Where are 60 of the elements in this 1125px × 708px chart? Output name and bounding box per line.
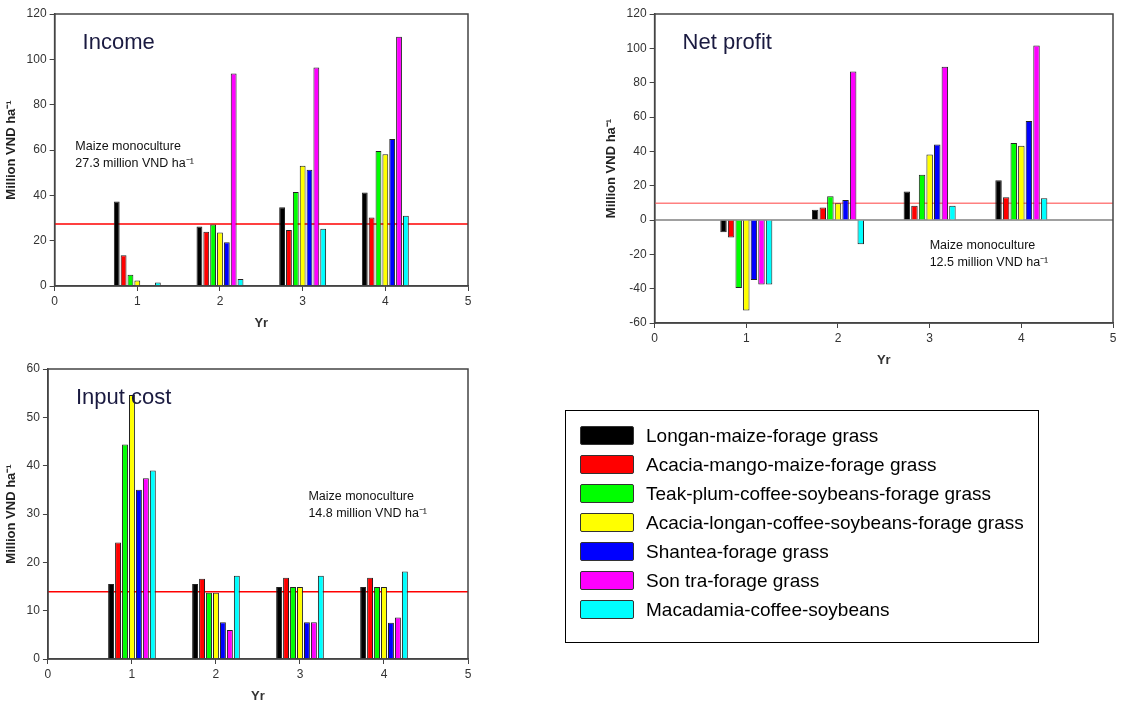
y-tick-label: 40 [633, 143, 647, 158]
y-tick-label: 120 [626, 6, 647, 21]
x-tick-label: 0 [651, 330, 659, 345]
y-tick-label: 40 [33, 187, 47, 202]
y-axis-title: Million VND ha⁻¹ [3, 464, 19, 564]
x-tick-label: 5 [464, 293, 472, 308]
y-axis-title: Million VND ha⁻¹ [603, 118, 619, 219]
x-tick-label: 3 [926, 330, 934, 345]
x-tick-label: 1 [133, 293, 141, 308]
x-tick-label: 4 [381, 293, 389, 308]
text: Net profit [682, 29, 772, 55]
y-tick-label: 60 [33, 142, 47, 157]
y-tick-label: 120 [26, 6, 47, 21]
legend-label: Acacia-mango-maize-forage grass [646, 453, 937, 476]
text: Input cost [75, 384, 172, 410]
y-tick-label: 80 [33, 96, 47, 111]
y-tick-label: 20 [633, 177, 647, 192]
annotation: Maize monoculture 12.5 million VND ha⁻¹ [929, 237, 1049, 269]
annotation: Maize monoculture 27.3 million VND ha⁻¹ [75, 139, 194, 170]
legend-label: Shantea-forage grass [646, 540, 829, 563]
legend-label: Macadamia-coffee-soybeans [646, 598, 890, 621]
x-tick-label: 5 [1109, 330, 1117, 345]
y-tick-label: 80 [633, 74, 647, 89]
y-tick-label: 30 [26, 506, 41, 521]
y-tick-label: 100 [626, 40, 647, 55]
text: Income [82, 29, 155, 55]
x-tick-label: 2 [212, 666, 220, 681]
legend-label: Acacia-longan-coffee-soybeans-forage grass [646, 511, 1024, 534]
y-tick-label: 60 [633, 109, 647, 124]
x-tick-label: 1 [742, 330, 750, 345]
x-tick-label: 1 [128, 666, 136, 681]
x-tick-label: 2 [834, 330, 842, 345]
y-tick-label: 50 [26, 409, 41, 424]
x-tick-label: 4 [1017, 330, 1025, 345]
x-tick-label: 3 [299, 293, 307, 308]
annotation: Maize monoculture 14.8 million VND ha⁻¹ [308, 488, 428, 520]
y-tick-label: 100 [26, 51, 47, 66]
x-tick-label: 3 [296, 666, 304, 681]
legend-label: Longan-maize-forage grass [646, 424, 879, 447]
y-tick-label: 10 [26, 602, 41, 617]
y-axis-title: Million VND ha⁻¹ [3, 100, 19, 200]
x-axis-title: Yr [251, 687, 265, 703]
y-tick-label: 40 [26, 457, 41, 472]
y-tick-label: 0 [33, 651, 41, 666]
y-tick-label: -20 [629, 246, 647, 261]
x-tick-label: 2 [216, 293, 224, 308]
y-tick-label: 0 [639, 212, 647, 227]
x-axis-title: Yr [876, 351, 891, 367]
legend-label: Son tra-forage grass [646, 569, 820, 592]
y-tick-label: 20 [26, 554, 41, 569]
x-tick-label: 5 [464, 666, 472, 681]
x-tick-label: 0 [51, 293, 59, 308]
x-tick-label: 4 [380, 666, 388, 681]
y-tick-label: 20 [33, 232, 47, 247]
legend-label: Teak-plum-coffee-soybeans-forage grass [646, 482, 991, 505]
y-tick-label: 60 [26, 361, 41, 376]
y-tick-label: 0 [39, 278, 47, 293]
y-tick-label: -40 [629, 280, 647, 295]
y-tick-label: -60 [629, 315, 647, 330]
x-axis-title: Yr [254, 314, 269, 330]
